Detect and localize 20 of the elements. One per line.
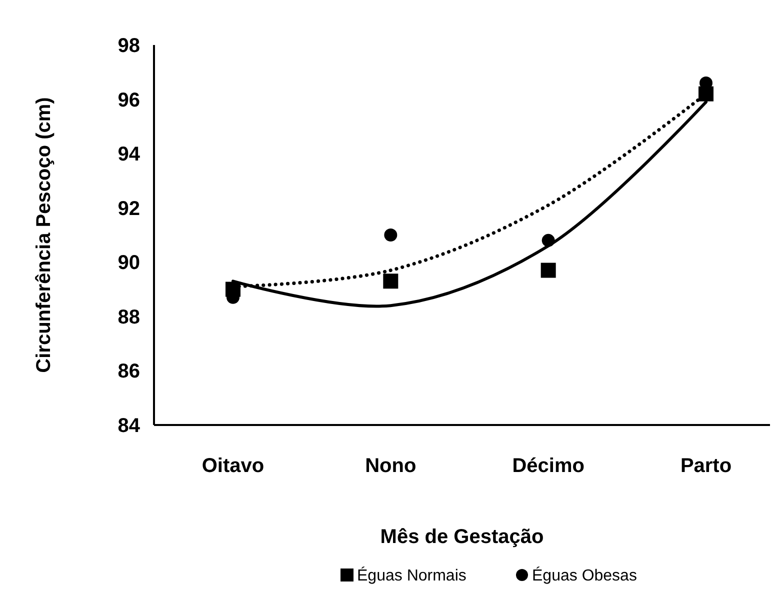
x-tick-label: Parto [680,455,732,477]
y-axis-title: Circunferência Pescoço (cm) [33,97,55,373]
legend-label: Éguas Normais [357,566,466,585]
y-tick-label: 84 [118,415,141,437]
legend-label: Éguas Obesas [532,566,637,585]
y-tick-label: 88 [118,306,140,328]
point [540,262,556,278]
y-tick-label: 92 [118,198,140,220]
y-tick-label: 90 [118,252,140,274]
x-tick-label: Oitavo [202,455,264,477]
x-axis-title: Mês de Gestação [380,526,544,548]
y-tick-label: 96 [118,89,140,112]
y-tick-label: 98 [118,35,140,57]
x-tick-label: Décimo [512,455,584,477]
y-tick-label: 86 [118,360,140,383]
point [384,228,398,242]
point [383,274,398,289]
x-tick-label: Nono [365,455,416,477]
y-tick-label: 94 [118,144,141,166]
point [542,234,555,247]
